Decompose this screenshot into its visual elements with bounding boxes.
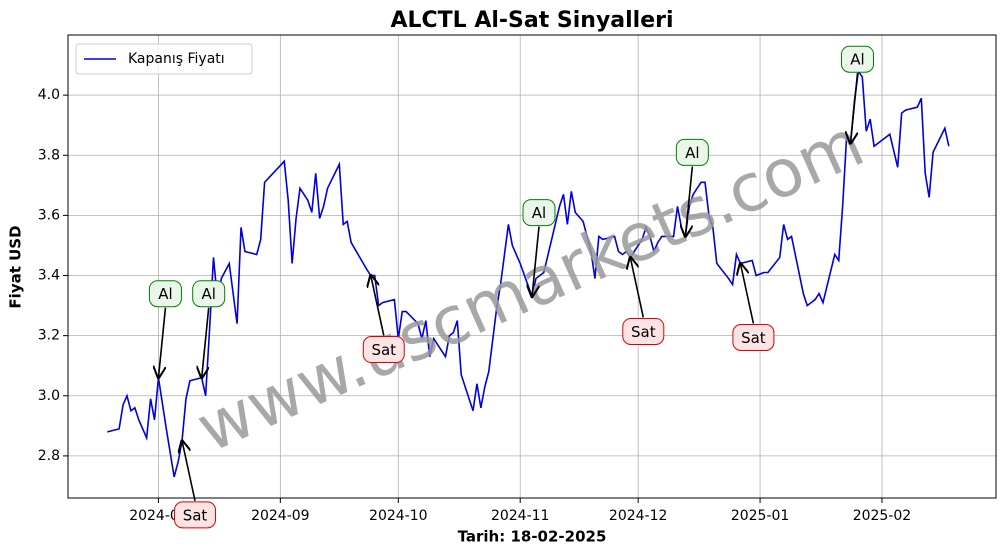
annotation-arrow — [182, 441, 196, 502]
annotation-box — [622, 317, 665, 345]
legend: Kapanış Fiyatı — [75, 43, 253, 75]
x-tick-label: 2025-01 — [731, 508, 790, 524]
annotation-label: Al — [850, 51, 864, 69]
ticks: 2.8 3.0 3.2 3.4 3.6 3.8 4.0 2024-08 2024-09 2024-… — [38, 87, 911, 524]
annotation-box — [362, 336, 405, 364]
annotation-box — [841, 45, 875, 73]
annotations: Al Al Al Al Al Sat Sat Sat Sat — [148, 45, 875, 529]
annotation-label: Al — [158, 285, 172, 303]
annotation-arrow — [532, 226, 540, 297]
y-tick-label: 2.8 — [38, 448, 60, 464]
y-tick-label: 3.2 — [38, 328, 60, 344]
annotation-arrow — [158, 307, 167, 378]
annotation-box — [192, 280, 226, 308]
y-tick-label: 3.6 — [38, 207, 60, 223]
annotation-arrow — [685, 166, 694, 236]
annotation-arrow — [371, 276, 385, 336]
x-axis-label: Tarih: 18-02-2025 — [458, 528, 607, 546]
y-tick-label: 4.0 — [38, 87, 60, 103]
x-tick-label: 2025-02 — [853, 508, 912, 524]
annotation-label: Al — [532, 204, 546, 222]
annotation-label: Al — [201, 285, 215, 303]
y-tick-label: 3.4 — [38, 268, 60, 284]
annotation-label: Sat — [183, 506, 208, 524]
annotation-label: Sat — [741, 329, 766, 347]
x-tick-label: 2024-08 — [129, 508, 188, 524]
x-tick-label: 2024-09 — [251, 508, 310, 524]
x-tick-label: 2024-10 — [369, 508, 428, 524]
legend-box — [75, 43, 253, 75]
y-tick-label: 3.0 — [38, 388, 60, 404]
annotation-arrow — [851, 73, 859, 143]
x-tick-label: 2024-11 — [491, 508, 550, 524]
chart-title: ALCTL Al-Sat Sinyalleri — [390, 8, 673, 33]
y-axis-label: Fiyat USD — [7, 225, 25, 308]
annotation-label: Al — [685, 144, 699, 162]
annotation-arrow — [630, 257, 645, 318]
annotation-box — [732, 323, 775, 351]
annotation-arrow — [202, 307, 210, 378]
annotation-box — [522, 199, 556, 227]
axes-frame — [67, 34, 997, 499]
grid — [68, 35, 996, 498]
annotation-box — [174, 501, 217, 529]
legend-label: Kapanış Fiyatı — [128, 51, 225, 67]
annotation-label: Sat — [371, 341, 396, 359]
x-tick-label: 2024-12 — [609, 508, 668, 524]
annotation-label: Sat — [631, 323, 656, 341]
annotation-box — [148, 280, 182, 308]
annotation-arrow — [740, 263, 755, 324]
y-tick-label: 3.8 — [38, 147, 60, 163]
annotation-box — [675, 138, 709, 166]
